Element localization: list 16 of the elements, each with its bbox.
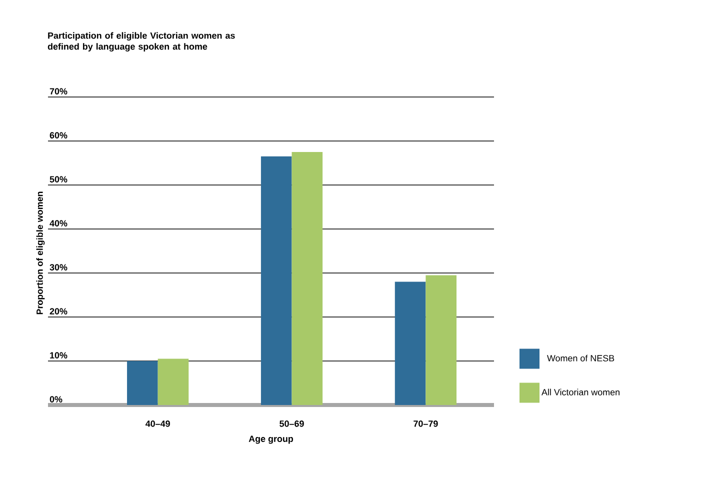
y-tick-label: 70% (50, 88, 68, 94)
x-axis-title: Age group (248, 436, 294, 444)
x-tick-label: 50–69 (280, 420, 304, 427)
x-tick-label: 40–49 (146, 420, 170, 427)
x-tick-label: 70–79 (414, 420, 438, 427)
chart-title: Participation of eligible Victorian women as defined by language spoken at home (48, 32, 235, 52)
y-tick-label: 10% (50, 352, 68, 358)
legend-label: Women of NESB (547, 354, 614, 362)
y-tick-label: 30% (50, 264, 68, 270)
legend-label: All Victorian women (542, 388, 620, 396)
y-tick-label: 40% (50, 220, 68, 226)
y-tick-label: 0% (50, 396, 62, 402)
y-axis-title: Proportion of eligible women (36, 192, 45, 314)
y-tick-label: 60% (50, 132, 68, 138)
y-tick-label: 50% (50, 176, 68, 182)
y-tick-label: 20% (50, 308, 68, 314)
